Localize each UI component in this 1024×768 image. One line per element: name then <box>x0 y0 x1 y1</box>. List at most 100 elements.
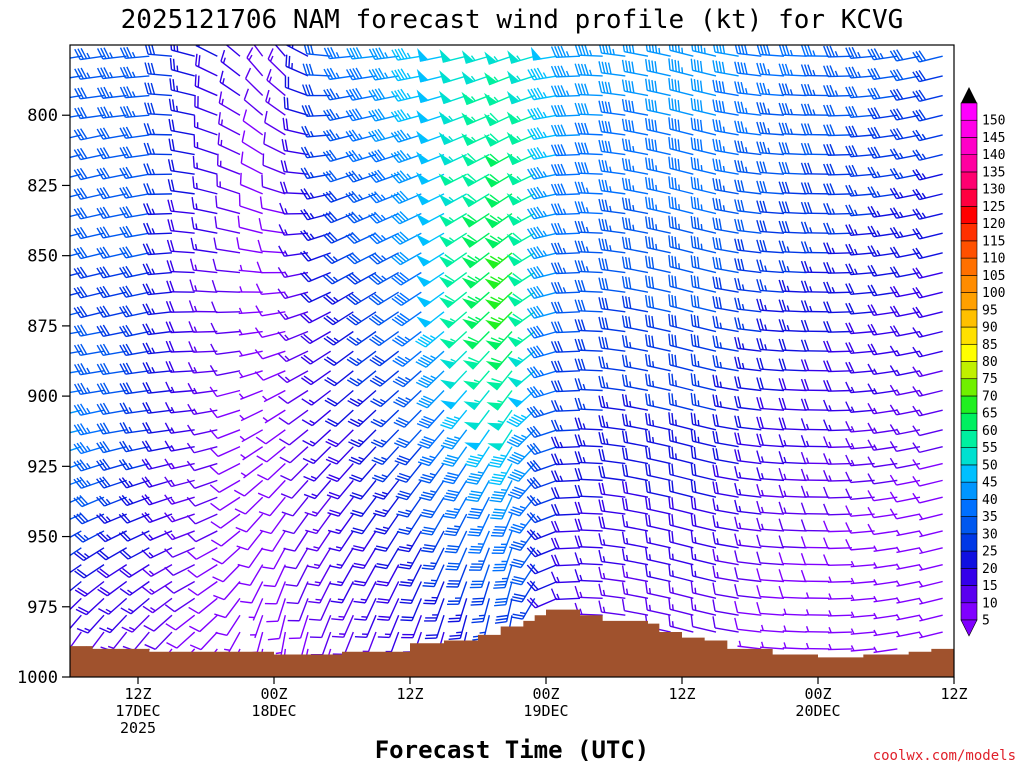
wind-barb <box>324 409 354 427</box>
wind-barb <box>690 353 717 372</box>
wind-barb <box>323 47 354 60</box>
wind-barb <box>845 164 875 177</box>
wind-barb <box>307 564 332 587</box>
wind-barb <box>267 48 286 77</box>
wind-barb <box>621 334 649 352</box>
wind-barb <box>734 567 762 583</box>
wind-barb <box>526 246 558 260</box>
wind-barb <box>574 142 603 156</box>
wind-barb <box>119 66 150 79</box>
wind-barb <box>74 47 105 61</box>
wind-barb <box>420 513 445 536</box>
wind-barb <box>484 51 513 65</box>
wind-barb <box>800 435 830 448</box>
colorbar-segment <box>960 464 978 483</box>
wind-barb <box>209 407 241 419</box>
wind-barb <box>734 584 762 600</box>
wind-barb <box>238 194 263 215</box>
wind-barb <box>118 547 150 560</box>
wind-barb <box>96 402 127 416</box>
wind-barb <box>734 516 762 532</box>
colorbar-segment <box>960 223 978 242</box>
wind-barb <box>349 463 377 483</box>
wind-barb <box>690 547 717 566</box>
wind-barb <box>462 311 490 330</box>
wind-barb <box>373 496 400 518</box>
wind-barb <box>164 494 195 505</box>
wind-barb <box>143 183 173 196</box>
wind-barb <box>645 598 671 616</box>
wind-barb <box>690 196 717 215</box>
colorbar-label: 145 <box>982 131 1005 146</box>
wind-barb <box>782 608 807 616</box>
wind-barb <box>645 117 671 136</box>
wind-barb <box>527 67 558 81</box>
wind-barb <box>734 415 762 431</box>
wind-barb <box>415 370 445 389</box>
wind-barb <box>690 446 717 465</box>
wind-barb <box>621 354 649 372</box>
wind-barb <box>574 484 603 498</box>
wind-barb <box>598 431 626 448</box>
wind-barb <box>800 398 830 411</box>
wind-barb <box>323 330 354 346</box>
wind-barb <box>526 305 558 319</box>
wind-barb <box>263 132 286 156</box>
wind-barb <box>778 338 807 352</box>
colorbar-segment <box>960 481 978 500</box>
wind-barb <box>621 315 649 333</box>
wind-barb <box>912 69 943 83</box>
wind-barb <box>438 252 468 268</box>
wind-barb <box>98 597 128 615</box>
wind-barb <box>119 382 150 395</box>
wind-barb <box>281 138 309 156</box>
wind-barb <box>823 360 853 373</box>
colorbar-label: 45 <box>982 476 998 491</box>
y-tick-label: 925 <box>27 457 58 477</box>
wind-barb <box>143 123 173 136</box>
wind-barb <box>756 450 785 465</box>
wind-barb <box>325 446 354 465</box>
wind-barb <box>70 564 82 574</box>
wind-barb <box>800 519 830 532</box>
wind-barb <box>462 331 490 350</box>
wind-barb <box>463 370 490 390</box>
wind-barb <box>417 446 445 467</box>
wind-barb <box>598 238 626 254</box>
wind-barb <box>471 598 491 624</box>
wind-barb <box>439 70 467 84</box>
wind-barb <box>237 547 264 569</box>
wind-barb <box>712 515 739 532</box>
wind-barb <box>506 409 536 428</box>
wind-barb <box>691 45 717 57</box>
wind-barb <box>734 466 762 482</box>
wind-barb <box>393 429 422 449</box>
wind-barb <box>439 350 468 370</box>
wind-barb <box>368 88 399 102</box>
wind-barb <box>141 564 173 577</box>
wind-barb <box>668 392 694 411</box>
wind-barb <box>349 479 377 500</box>
wind-barb <box>393 409 422 428</box>
wind-barb <box>235 513 264 533</box>
wind-barb <box>800 502 830 515</box>
wind-barb <box>422 564 445 588</box>
wind-barb <box>238 286 263 293</box>
wind-barb <box>239 409 263 422</box>
wind-barb <box>419 496 445 519</box>
wind-barb <box>215 195 241 215</box>
wind-barb <box>526 366 558 379</box>
wind-barb <box>186 460 218 472</box>
colorbar-segment <box>960 533 978 552</box>
wind-barb <box>246 47 264 77</box>
wind-barb <box>186 496 218 507</box>
wind-barb <box>690 97 717 116</box>
wind-barb <box>756 602 785 616</box>
wind-barb <box>368 169 399 183</box>
wind-barb <box>301 409 332 427</box>
colorbar-label: 70 <box>982 389 998 404</box>
wind-barb <box>374 547 400 570</box>
wind-barb <box>190 237 218 254</box>
wind-barb <box>912 492 943 504</box>
wind-barb <box>823 281 853 294</box>
